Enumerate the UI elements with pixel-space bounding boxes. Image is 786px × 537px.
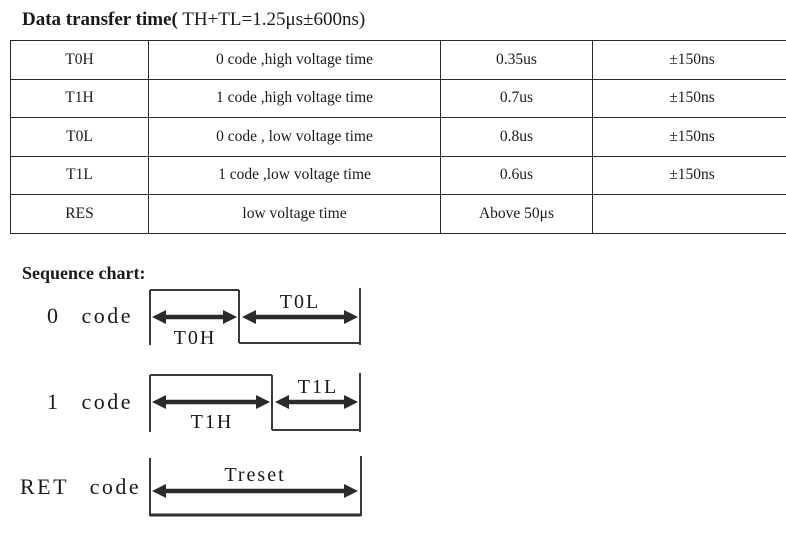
cell-param: RES [10, 194, 149, 234]
cell-tolerance: ±150ns [592, 40, 786, 80]
treset-label: Treset [224, 464, 285, 486]
cell-description: 1 code ,low voltage time [148, 155, 441, 195]
cell-value: 0.35us [440, 40, 593, 80]
cell-param: T0L [10, 117, 149, 157]
cell-description: 0 code ,high voltage time [148, 40, 441, 80]
waveform-label-0-code: 0 code [47, 303, 134, 328]
t0l-span-arrow [242, 310, 358, 324]
cell-value: 0.7us [440, 78, 593, 118]
table-row: T0L 0 code , low voltage time 0.8us ±150… [10, 117, 786, 157]
sequence-chart-heading: Sequence chart: [22, 263, 146, 283]
waveform-diagram-0-code: T0H T0L [149, 288, 361, 348]
cell-value: 0.8us [440, 117, 593, 157]
waveform-ret-outline [149, 456, 362, 517]
title-formula-part: TH+TL=1.25μs±600ns) [177, 9, 366, 30]
cell-description: low voltage time [148, 194, 441, 234]
cell-param: T1L [10, 155, 149, 195]
treset-span-arrow [152, 484, 358, 498]
waveform-diagram-ret-code: Treset [149, 456, 362, 517]
waveform-diagram-1-code: T1H T1L [149, 373, 361, 433]
cell-tolerance: ±150ns [592, 155, 786, 195]
t1h-label: T1H [191, 411, 234, 433]
cell-description: 0 code , low voltage time [148, 117, 441, 157]
title-bold-part: Data transfer time( [22, 9, 178, 30]
t1l-label: T1L [298, 376, 338, 398]
t0h-label: T0H [174, 327, 217, 348]
cell-value: Above 50μs [440, 194, 593, 234]
t0l-label: T0L [280, 291, 320, 313]
table-row: RES low voltage time Above 50μs [10, 194, 786, 234]
waveform-1-outline [149, 373, 361, 432]
page-title: Data transfer time( TH+TL=1.25μs±600ns) [22, 9, 365, 31]
cell-tolerance: ±150ns [592, 117, 786, 157]
table-row: T0H 0 code ,high voltage time 0.35us ±15… [10, 40, 786, 80]
cell-value: 0.6us [440, 155, 593, 195]
cell-tolerance [592, 194, 786, 234]
timing-table: T0H 0 code ,high voltage time 0.35us ±15… [10, 40, 786, 234]
table-row: T1L 1 code ,low voltage time 0.6us ±150n… [10, 155, 786, 195]
cell-tolerance: ±150ns [592, 78, 786, 118]
t1l-span-arrow [275, 395, 358, 409]
cell-param: T1H [10, 78, 149, 118]
waveform-label-1-code: 1 code [47, 389, 134, 414]
t0h-span-arrow [152, 310, 237, 324]
cell-description: 1 code ,high voltage time [148, 78, 441, 118]
t1h-span-arrow [152, 395, 270, 409]
waveform-0-outline [149, 288, 361, 345]
table-row: T1H 1 code ,high voltage time 0.7us ±150… [10, 78, 786, 118]
cell-param: T0H [10, 40, 149, 80]
waveform-label-ret-code: RET code [20, 474, 142, 499]
